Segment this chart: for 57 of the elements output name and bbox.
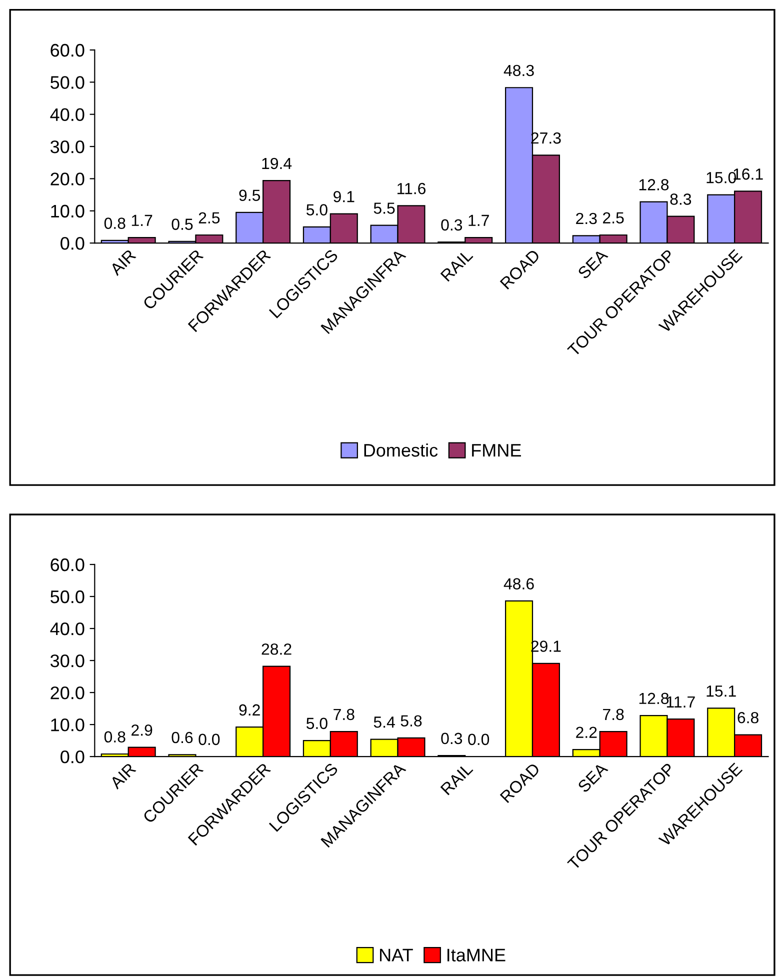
data-label: 5.8 (400, 715, 422, 726)
y-tick-label: 30.0 (50, 140, 84, 154)
data-label: 11.6 (398, 182, 426, 194)
data-label: 0.0 (198, 734, 220, 746)
data-label: 5.5 (374, 202, 395, 214)
data-label: 1.7 (132, 214, 152, 226)
data-label: 0.3 (441, 219, 462, 231)
data-label: 5.0 (306, 204, 328, 216)
legend-label: NAT (380, 948, 413, 962)
legend-label: ItaMNE (448, 948, 506, 962)
data-label: 7.8 (334, 708, 354, 720)
y-tick-label: 40.0 (50, 108, 84, 122)
y-tick-label: 30.0 (50, 654, 84, 668)
data-label: 9.5 (239, 190, 260, 201)
y-tick-label: 40.0 (50, 622, 84, 636)
x-tick-label: AIR (109, 248, 136, 276)
data-label: 2.2 (576, 726, 597, 738)
y-tick-label: 20.0 (50, 172, 84, 186)
y-tick-label: 0.0 (60, 750, 84, 764)
data-label: 2.5 (198, 212, 220, 224)
y-tick-label: 50.0 (50, 590, 84, 604)
data-label: 0.8 (104, 218, 126, 229)
data-label: 48.6 (504, 578, 534, 590)
y-tick-label: 20.0 (50, 686, 84, 700)
data-label: 16.1 (734, 168, 763, 180)
data-label: 1.7 (468, 214, 489, 226)
y-tick-label: 10.0 (51, 718, 84, 732)
data-label: 15.0 (706, 172, 736, 184)
x-tick-label: AIR (109, 762, 136, 790)
y-tick-label: 50.0 (50, 76, 84, 89)
data-label: 28.2 (262, 643, 292, 655)
data-label: 9.2 (239, 704, 260, 716)
data-label: 5.0 (306, 718, 328, 730)
y-tick-label: 10.0 (51, 204, 84, 218)
data-label: 12.8 (639, 692, 669, 704)
data-label: 9.1 (334, 190, 354, 202)
data-label: 48.3 (504, 64, 534, 76)
data-label: 2.5 (603, 212, 624, 224)
data-label: 12.8 (639, 179, 669, 190)
data-label: 0.3 (441, 732, 462, 744)
data-label: 0.6 (172, 732, 193, 744)
legend-label: Domestic (364, 443, 438, 457)
y-tick-label: 0.0 (60, 236, 84, 250)
data-label: 0.8 (104, 731, 126, 743)
y-tick-label: 60.0 (50, 558, 84, 572)
y-tick-label: 60.0 (50, 44, 84, 57)
data-label: 2.9 (132, 724, 152, 736)
data-label: 19.4 (262, 158, 292, 170)
data-label: 7.8 (603, 708, 624, 720)
data-label: 8.3 (670, 194, 692, 205)
data-label: 5.4 (374, 716, 395, 728)
data-label: 0.5 (172, 218, 193, 230)
data-label: 15.1 (706, 686, 736, 697)
data-label: 2.3 (576, 212, 597, 224)
legend-label: FMNE (472, 444, 521, 457)
data-label: 6.8 (738, 712, 758, 724)
data-label: 0.0 (468, 734, 490, 746)
